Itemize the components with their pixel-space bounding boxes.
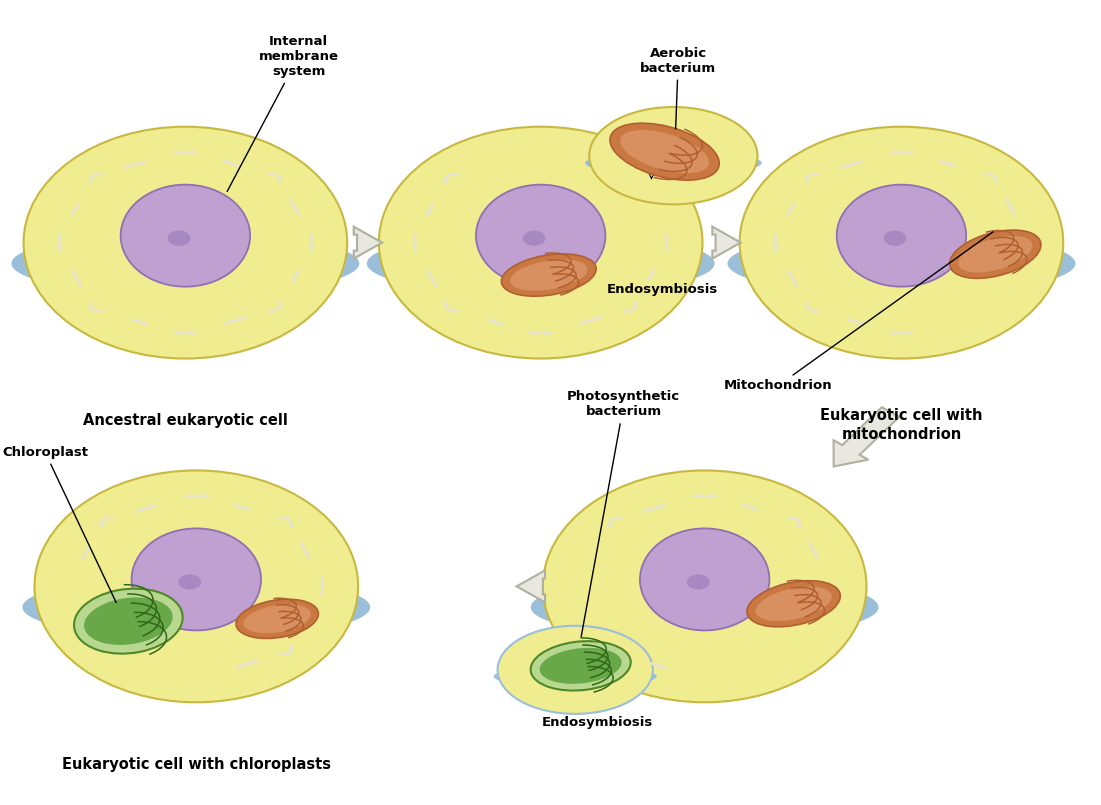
- Ellipse shape: [958, 236, 1033, 273]
- Ellipse shape: [498, 625, 653, 714]
- Text: Photosynthetic
bacterium: Photosynthetic bacterium: [567, 390, 680, 637]
- Text: Aerobic
bacterium: Aerobic bacterium: [640, 47, 717, 129]
- Ellipse shape: [687, 574, 709, 589]
- Ellipse shape: [178, 574, 201, 589]
- Ellipse shape: [74, 588, 183, 654]
- Ellipse shape: [367, 232, 715, 295]
- Polygon shape: [353, 227, 382, 258]
- Text: Chloroplast: Chloroplast: [2, 446, 117, 603]
- Ellipse shape: [510, 259, 588, 291]
- Ellipse shape: [755, 587, 831, 621]
- Text: Internal
membrane
system: Internal membrane system: [227, 35, 339, 192]
- Ellipse shape: [243, 605, 310, 634]
- Ellipse shape: [884, 230, 906, 246]
- Ellipse shape: [531, 576, 879, 639]
- Ellipse shape: [950, 230, 1040, 279]
- Ellipse shape: [523, 230, 545, 246]
- Ellipse shape: [121, 184, 250, 287]
- Text: Endosymbiosis: Endosymbiosis: [542, 716, 653, 729]
- Ellipse shape: [610, 123, 719, 180]
- Ellipse shape: [84, 597, 173, 645]
- Text: Endosymbiosis: Endosymbiosis: [607, 283, 718, 296]
- Ellipse shape: [379, 126, 702, 358]
- Ellipse shape: [476, 184, 606, 287]
- Text: Ancestral eukaryotic cell: Ancestral eukaryotic cell: [83, 413, 287, 428]
- Polygon shape: [833, 407, 900, 466]
- Ellipse shape: [728, 232, 1076, 295]
- Ellipse shape: [640, 528, 770, 630]
- Text: Eukaryotic cell with
mitochondrion: Eukaryotic cell with mitochondrion: [820, 408, 983, 442]
- Text: Mitochondrion: Mitochondrion: [723, 232, 993, 392]
- Ellipse shape: [132, 528, 261, 630]
- Ellipse shape: [539, 648, 622, 683]
- Ellipse shape: [740, 126, 1064, 358]
- Ellipse shape: [236, 599, 318, 638]
- Polygon shape: [516, 571, 545, 602]
- Ellipse shape: [585, 151, 762, 175]
- Ellipse shape: [501, 254, 596, 296]
- Ellipse shape: [22, 576, 370, 639]
- Ellipse shape: [23, 126, 347, 358]
- Ellipse shape: [493, 666, 657, 687]
- Ellipse shape: [34, 470, 358, 702]
- Ellipse shape: [531, 641, 631, 691]
- Ellipse shape: [746, 580, 840, 627]
- Polygon shape: [712, 227, 741, 258]
- Ellipse shape: [620, 130, 709, 173]
- Ellipse shape: [589, 107, 757, 204]
- Ellipse shape: [167, 230, 190, 246]
- Ellipse shape: [543, 470, 866, 702]
- Ellipse shape: [11, 232, 359, 295]
- Text: Eukaryotic cell with chloroplasts: Eukaryotic cell with chloroplasts: [62, 757, 330, 772]
- Ellipse shape: [837, 184, 967, 287]
